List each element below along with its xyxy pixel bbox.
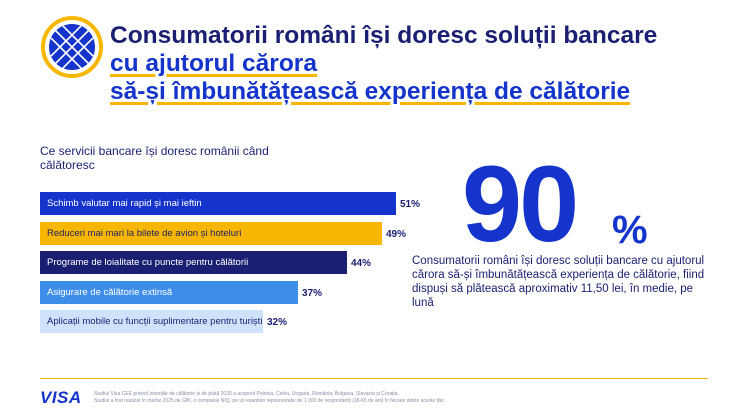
bar-row: Aplicații mobile cu funcții suplimentare… [40, 310, 303, 333]
bar: Aplicații mobile cu funcții suplimentare… [40, 310, 263, 333]
footer-note-2: Studiul a fost realizat în martie 2025 d… [94, 398, 446, 404]
bar-category-label: Asigurare de călătorie extinsă [47, 287, 173, 298]
big-stat-value: 90 [462, 143, 579, 264]
page-title: Consumatorii români își doresc soluții b… [110, 22, 657, 106]
bar: Asigurare de călătorie extinsă [40, 281, 298, 304]
bar-category-label: Reduceri mai mari la bilete de avion și … [47, 228, 242, 239]
bar-row: Schimb valutar mai rapid și mai ieftin 51… [40, 192, 436, 215]
bar-value-label: 49% [386, 229, 407, 240]
footer-note-1: Studiul Visa CEE privind intențiile de c… [94, 391, 399, 397]
bar-value-label: 32% [267, 317, 288, 328]
globe-grid-icon [41, 16, 103, 78]
visa-logo: VISA [40, 388, 82, 407]
bar-category-label: Programe de loialitate cu puncte pentru … [47, 257, 249, 268]
bar-row: Asigurare de călătorie extinsă 37% [40, 281, 338, 304]
bar-category-label: Aplicații mobile cu funcții suplimentare… [47, 316, 263, 327]
bar-value-label: 44% [351, 258, 372, 269]
bar-value-label: 51% [400, 199, 421, 210]
stat-description: Consumatorii români își doresc soluții b… [412, 255, 705, 309]
chart-title: Ce servicii bancare își doresc românii c… [40, 144, 269, 172]
big-stat: 90 % [462, 150, 648, 258]
bar-category-label: Schimb valutar mai rapid și mai ieftin [47, 198, 202, 209]
big-stat-percent-sign: % [612, 208, 648, 252]
bar: Schimb valutar mai rapid și mai ieftin [40, 192, 396, 215]
title-line-2: cu ajutorul cărora [110, 50, 317, 77]
bar-value-label: 37% [302, 288, 323, 299]
bar: Programe de loialitate cu puncte pentru … [40, 251, 347, 274]
bar: Reduceri mai mari la bilete de avion și … [40, 222, 382, 245]
title-line-3: să-și îmbunătățească experiența de călăt… [110, 78, 631, 105]
footer-divider [40, 378, 708, 379]
title-line-1: Consumatorii români își doresc soluții b… [110, 22, 658, 49]
bar-row: Reduceri mai mari la bilete de avion și … [40, 222, 422, 245]
bar-row: Programe de loialitate cu puncte pentru … [40, 251, 387, 274]
